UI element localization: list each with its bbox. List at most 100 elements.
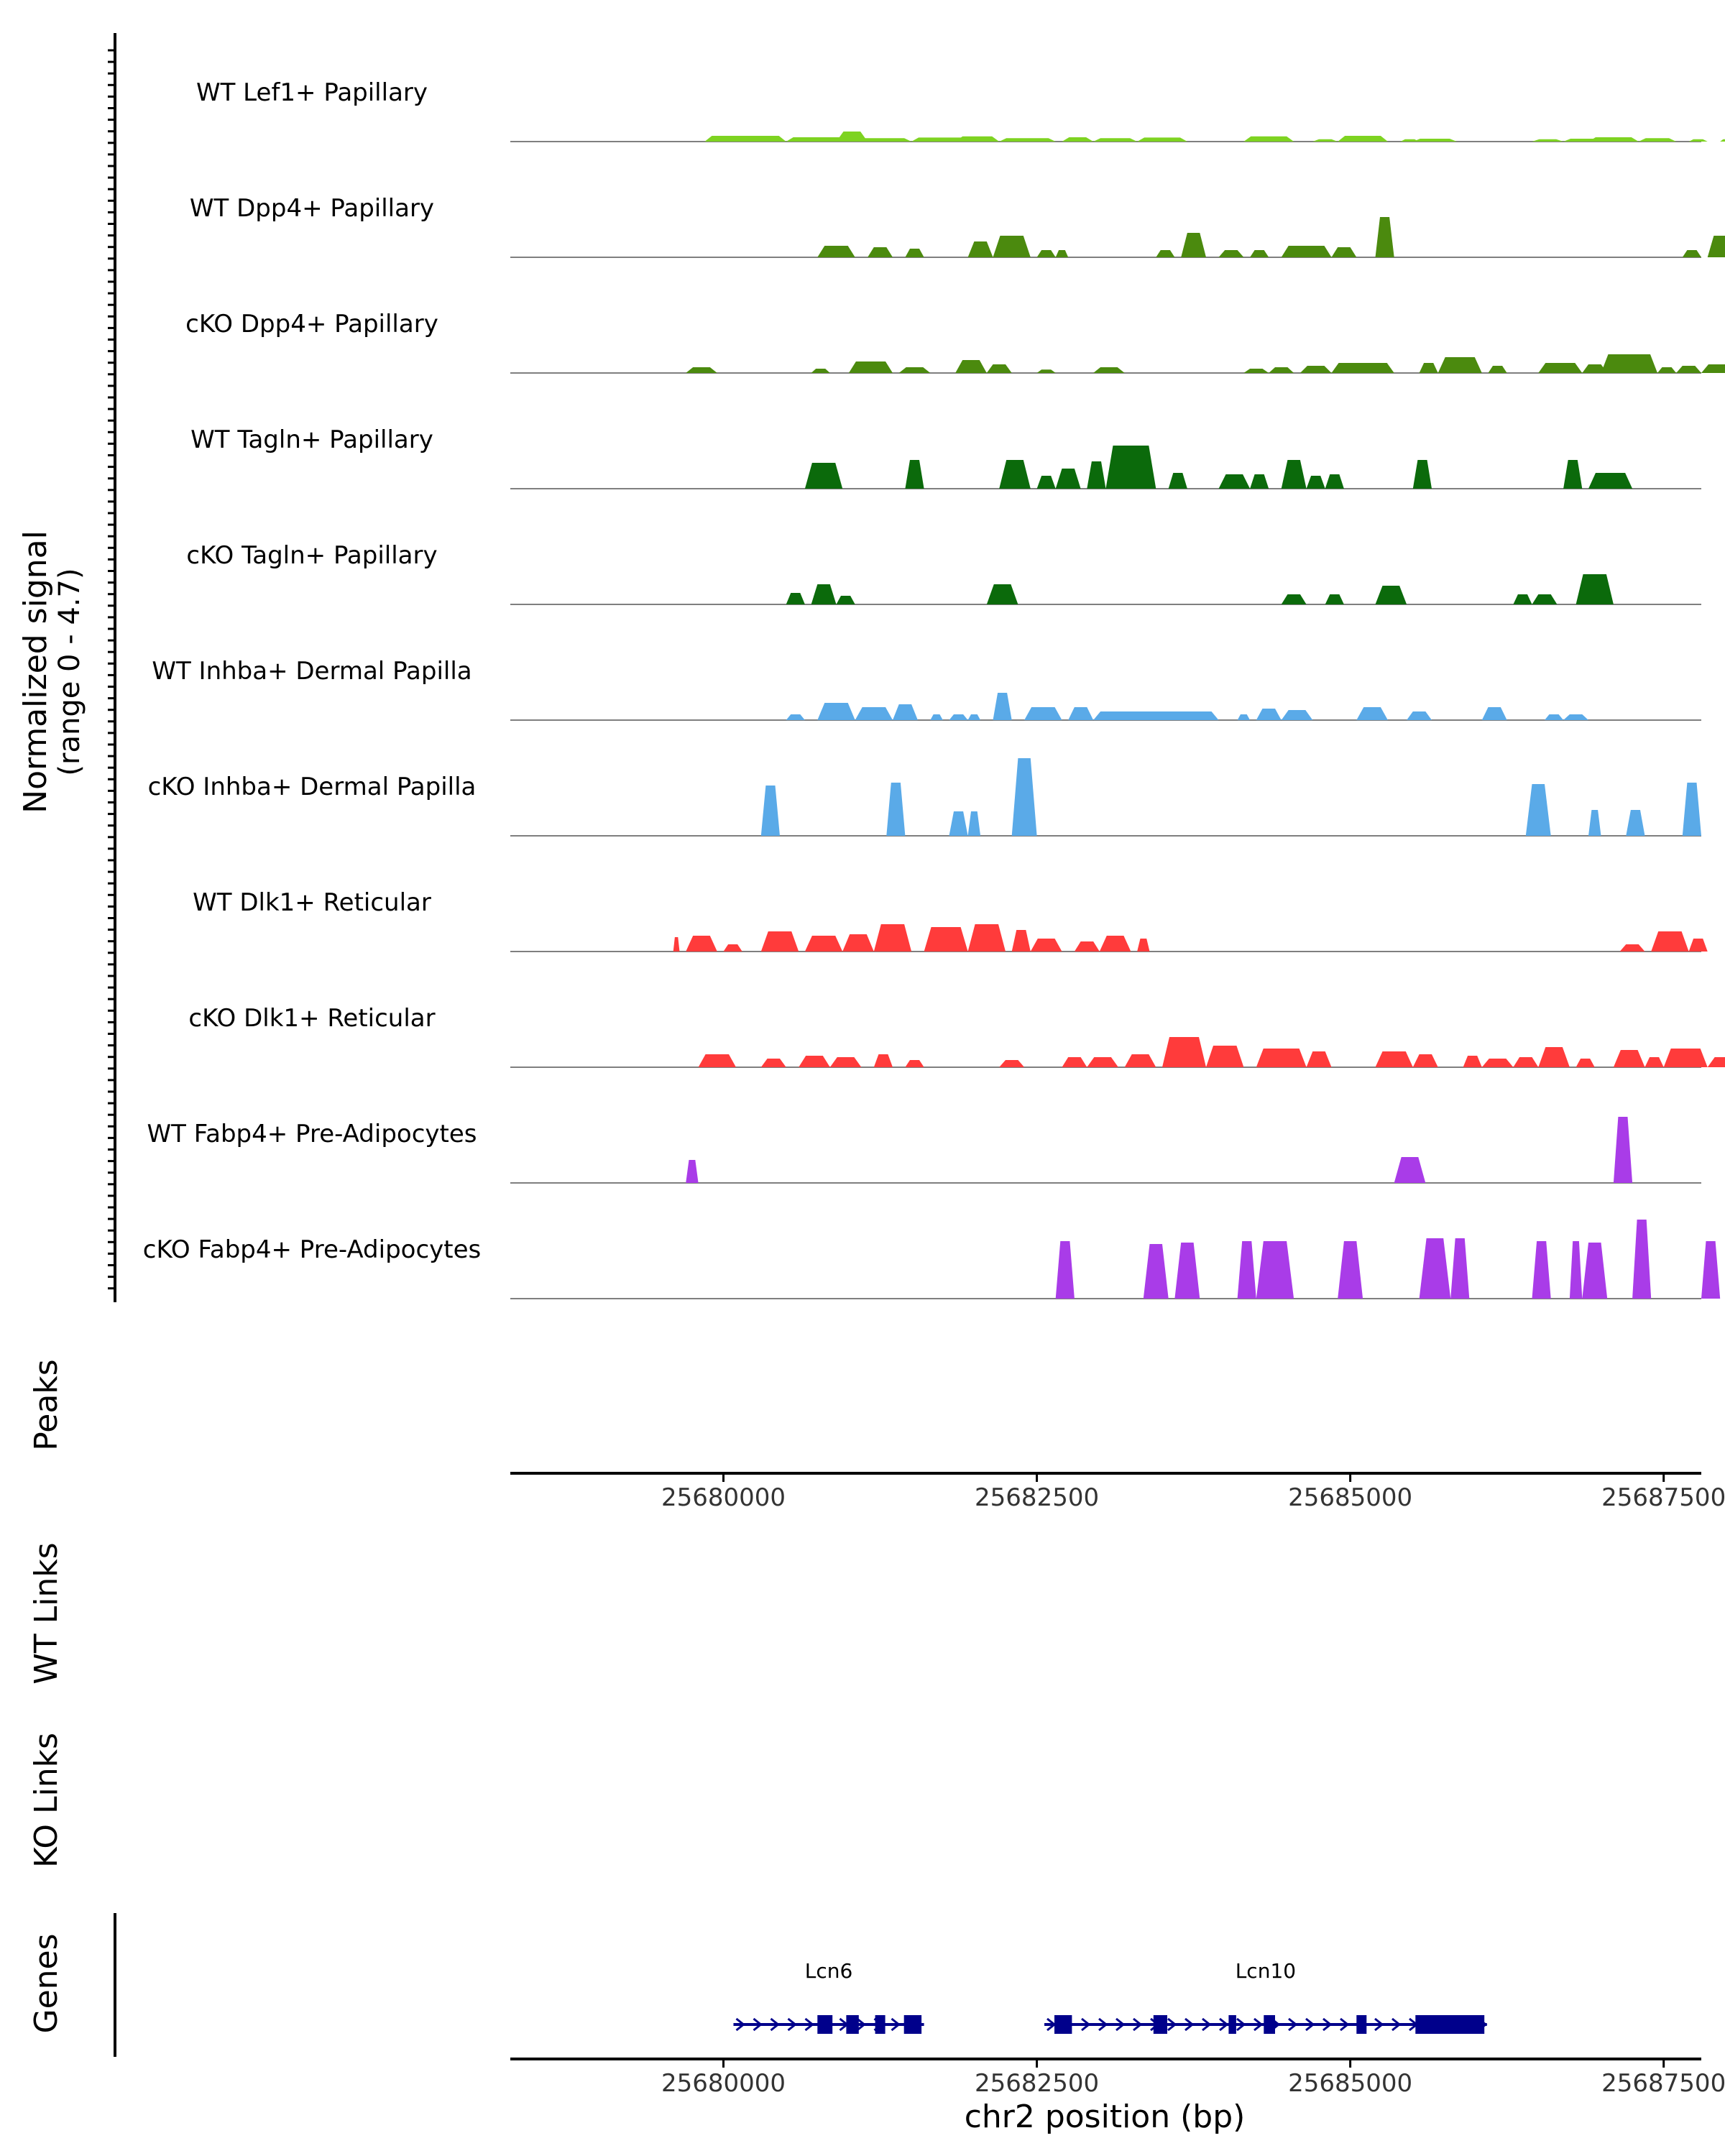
coverage-peak: [1218, 250, 1244, 257]
x-tick-label: 25682500: [975, 2069, 1099, 2098]
coverage-peak: [955, 136, 1000, 142]
coverage-peak: [967, 811, 981, 836]
x-tick-label: 25685000: [1288, 2069, 1412, 2098]
strand-arrow: [856, 2017, 866, 2032]
coverage-peak: [1093, 711, 1219, 720]
coverage-peak: [893, 704, 918, 720]
coverage-peak: [811, 369, 830, 373]
coverage-peak: [1563, 714, 1588, 720]
strand-arrow: [1305, 2017, 1315, 2032]
strand-arrow: [1254, 2017, 1264, 2032]
strand-arrow: [891, 2017, 901, 2032]
coverage-peak: [999, 460, 1031, 489]
gene-label: Lcn6: [805, 1959, 853, 1983]
strand-arrow: [1236, 2017, 1246, 2032]
coverage-peak: [1306, 1051, 1332, 1067]
coverage-peak: [1588, 810, 1601, 836]
strand-arrow: [1098, 2017, 1108, 2032]
coverage-peak: [999, 138, 1056, 142]
coverage-peak: [1644, 1057, 1664, 1067]
x-tick-label: 25680000: [661, 1483, 786, 1512]
coverage-peak: [898, 367, 931, 373]
strand-arrow: [735, 2017, 745, 2032]
coverage-peak: [848, 361, 893, 373]
coverage-peak: [1281, 710, 1313, 720]
coverage-peak: [1394, 1157, 1426, 1183]
coverage-peak: [804, 463, 843, 489]
coverage-peak: [1538, 363, 1583, 373]
coverage-peak: [1481, 1059, 1514, 1067]
coverage-peak: [1651, 931, 1689, 952]
coverage-peak: [1588, 137, 1639, 142]
coverage-peak: [1481, 707, 1507, 720]
coverage-y-axis: [108, 33, 116, 1302]
coverage-peak: [1237, 714, 1251, 720]
coverage-peak: [686, 1160, 699, 1183]
coverage-peak: [1269, 367, 1294, 373]
coverage-peak: [1356, 707, 1388, 720]
coverage-peak: [1613, 1050, 1645, 1067]
coverage-peak: [1682, 783, 1701, 836]
coverage-peak: [836, 596, 855, 604]
exon: [1415, 2015, 1485, 2034]
coverage-peak: [1281, 246, 1332, 257]
genes-x-axis: 25680000 25682500 25685000 25687500: [510, 2058, 1725, 2098]
coverage-peak: [817, 246, 855, 257]
track-7: WT Dlk1+ Reticular: [193, 888, 1708, 952]
coverage-peak: [1312, 139, 1338, 142]
coverage-peak: [1325, 594, 1344, 604]
coverage-peak: [1306, 476, 1325, 489]
coverage-peak: [949, 811, 968, 836]
coverage-peak: [1206, 1046, 1244, 1067]
track-label: WT Tagln+ Papillary: [190, 425, 433, 454]
coverage-peak: [1632, 1220, 1652, 1299]
track-4: cKO Tagln+ Papillary: [186, 541, 1701, 605]
coverage-peak: [723, 944, 742, 952]
coverage-peak: [1256, 1241, 1294, 1299]
genes-section-label: Genes: [28, 1933, 65, 2033]
gene-lcn6: Lcn6: [733, 1959, 924, 2034]
gene-lcn10: Lcn10: [1044, 1959, 1488, 2034]
track-label: cKO Dlk1+ Reticular: [188, 1004, 435, 1033]
coverage-peak: [1450, 1238, 1470, 1299]
coverage-peak: [1701, 364, 1725, 373]
gene-track: Lcn6 Lcn10: [733, 1959, 1488, 2034]
track-9: WT Fabp4+ Pre-Adipocytes: [147, 1117, 1701, 1184]
coverage-peak: [1093, 367, 1125, 373]
coverage-peak: [1563, 460, 1583, 489]
coverage-peak: [1055, 469, 1081, 489]
coverage-peak: [993, 693, 1012, 720]
coverage-peak: [993, 236, 1031, 257]
exon: [1054, 2015, 1072, 2034]
coverage-peak: [873, 1054, 893, 1067]
coverage-peak: [1062, 137, 1094, 142]
track-label: cKO Inhba+ Dermal Papilla: [148, 773, 477, 801]
exon: [875, 2015, 886, 2034]
coverage-peak: [1576, 1059, 1595, 1067]
strand-arrow: [1167, 2017, 1177, 2032]
coverage-peak: [1338, 1241, 1363, 1299]
coverage-peak: [1331, 247, 1357, 257]
x-tick-label: 25680000: [661, 2069, 786, 2098]
wt-links-section-label: WT Links: [28, 1542, 65, 1684]
track-6: cKO Inhba+ Dermal Papilla: [148, 758, 1701, 837]
coverage-peak: [848, 138, 912, 142]
coverage-peak: [1375, 217, 1394, 257]
coverage-peak: [1237, 1241, 1256, 1299]
coverage-peak: [1626, 810, 1645, 836]
coverage-peak: [1250, 250, 1269, 257]
coverage-peak: [698, 1054, 736, 1067]
coverage-peak: [1105, 446, 1156, 489]
peaks-section-label: Peaks: [28, 1359, 65, 1450]
coverage-peak: [1513, 594, 1532, 604]
coverage-peak: [1688, 139, 1708, 142]
y-axis-label-line2: (range 0 - 4.7): [53, 568, 86, 775]
coverage-peak: [1682, 250, 1701, 257]
coverage-peak: [1218, 474, 1251, 489]
coverage-peak: [930, 714, 943, 720]
track-label: cKO Fabp4+ Pre-Adipocytes: [143, 1235, 482, 1264]
coverage-peak: [1538, 1047, 1570, 1067]
coverage-peak: [1525, 784, 1551, 836]
coverage-peak: [1707, 236, 1725, 257]
